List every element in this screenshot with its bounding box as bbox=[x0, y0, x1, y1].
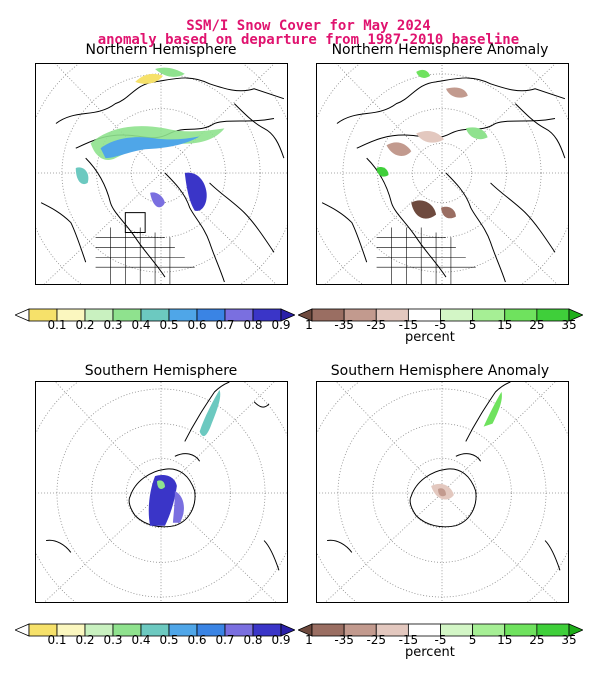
nh-map-graphic bbox=[36, 64, 287, 284]
cover-colorbar-tick-label: 0.3 bbox=[103, 318, 123, 332]
nh-anomaly-graphic bbox=[317, 64, 568, 284]
anomaly-colorbar-max-arrow bbox=[568, 308, 585, 322]
cover-colorbar-tick-label: 0.8 bbox=[243, 318, 263, 332]
nh-anom-coastlines bbox=[321, 77, 566, 283]
cover-colorbar-top bbox=[13, 307, 297, 323]
sh-coastlines bbox=[45, 382, 280, 571]
anomaly-colorbar-tick-label: 25 bbox=[529, 633, 545, 647]
nh-graticule bbox=[36, 64, 287, 284]
sh-graticule bbox=[36, 382, 287, 602]
cover-colorbar-bottom bbox=[13, 622, 297, 638]
figure-title: SSM/I Snow Cover for May 2024 bbox=[0, 4, 600, 34]
nh-anom-title: Northern Hemisphere Anomaly bbox=[331, 42, 549, 58]
anomaly-colorbar-top-svg bbox=[296, 308, 585, 322]
nh-anomaly-patches bbox=[376, 69, 488, 219]
anomaly-colorbar-tick-label: 25 bbox=[529, 318, 545, 332]
cover-colorbar-max-arrow bbox=[280, 623, 297, 637]
anomaly-colorbar-tick-label: 15 bbox=[497, 318, 513, 332]
cover-colorbar-tick-label: 0.4 bbox=[131, 633, 151, 647]
cover-colorbar-tick-label: 0.7 bbox=[215, 318, 235, 332]
nh-anomaly-map bbox=[316, 63, 569, 285]
cover-colorbar-tick-label: 0.2 bbox=[75, 318, 95, 332]
anomaly-colorbar-tick-label: -15 bbox=[398, 633, 419, 647]
anomaly-colorbar-tick-label: -5 bbox=[434, 318, 447, 332]
cover-colorbar-tick-label: 0.5 bbox=[159, 633, 179, 647]
anomaly-colorbar-tick-label: -35 bbox=[334, 633, 354, 647]
nh-borders bbox=[95, 227, 195, 284]
anomaly-colorbar-tick-label: 15 bbox=[497, 633, 513, 647]
anomaly-colorbar-bottom-svg bbox=[296, 623, 585, 637]
sh-snow-cover-map bbox=[35, 381, 288, 603]
anomaly-colorbar-bottom-labels: -35 -25 -15 -5 5 15 25 35 bbox=[298, 633, 583, 649]
sh-anomaly-map bbox=[316, 381, 569, 603]
cover-colorbar-tick-label: 0.8 bbox=[243, 633, 263, 647]
cover-colorbar-tick-label: 1 bbox=[305, 633, 313, 647]
nh-anom-graticule bbox=[317, 64, 568, 284]
cover-colorbar-tick-label: 1 bbox=[305, 318, 313, 332]
nh-anom-borders bbox=[376, 227, 476, 284]
cover-colorbar-tick-label: 0.1 bbox=[47, 633, 67, 647]
nh-snow-bands bbox=[75, 67, 225, 211]
sh-snow-areas bbox=[148, 389, 221, 526]
cover-colorbar-tick-label: 0.6 bbox=[187, 633, 207, 647]
anomaly-colorbar-top bbox=[296, 307, 585, 323]
anomaly-colorbar-tick-label: -15 bbox=[398, 318, 419, 332]
sh-title: Southern Hemisphere bbox=[84, 363, 238, 379]
cover-colorbar-tick-label: 0.2 bbox=[75, 633, 95, 647]
sh-anom-title: Southern Hemisphere Anomaly bbox=[330, 363, 550, 379]
anomaly-colorbar-tick-label: 35 bbox=[561, 318, 577, 332]
anomaly-colorbar-tick-label: 5 bbox=[468, 318, 477, 332]
nh-snow-cover-map bbox=[35, 63, 288, 285]
cover-colorbar-tick-label: 0.1 bbox=[47, 318, 67, 332]
cover-colorbar-bottom-svg bbox=[13, 623, 297, 637]
cover-colorbar-max-arrow bbox=[280, 308, 297, 322]
anomaly-colorbar-tick-label: -5 bbox=[434, 633, 447, 647]
sh-anomaly-graphic bbox=[317, 382, 568, 602]
anomaly-colorbar-tick-label: 35 bbox=[561, 633, 577, 647]
anomaly-colorbar-tick-label: -25 bbox=[366, 318, 387, 332]
sh-anomaly-patches bbox=[431, 391, 502, 500]
anomaly-colorbar-top-labels: -35 -25 -15 -5 5 15 25 35 bbox=[298, 318, 583, 334]
anomaly-unit-top: percent bbox=[405, 330, 455, 345]
cover-colorbar-tick-label: 0.6 bbox=[187, 318, 207, 332]
cover-colorbar-tick-label: 0.7 bbox=[215, 633, 235, 647]
cover-colorbar-top-svg bbox=[13, 308, 297, 322]
anomaly-colorbar-bottom bbox=[296, 622, 585, 638]
cover-colorbar-tick-label: 0.5 bbox=[159, 318, 179, 332]
anomaly-colorbar-tick-label: -35 bbox=[334, 318, 354, 332]
cover-colorbar-tick-label: 0.9 bbox=[271, 633, 291, 647]
nh-title: Northern Hemisphere bbox=[85, 42, 237, 58]
anomaly-colorbar-tick-label: 5 bbox=[468, 633, 477, 647]
title-line-1: SSM/I Snow Cover for May 2024 bbox=[186, 18, 431, 34]
cover-colorbar-tick-label: 0.3 bbox=[103, 633, 123, 647]
title-line-2: anomaly based on departure from 1987-201… bbox=[97, 32, 520, 48]
sh-map-graphic bbox=[36, 382, 287, 602]
anomaly-colorbar-max-arrow bbox=[568, 623, 585, 637]
nh-coastlines bbox=[40, 77, 285, 283]
cover-colorbar-tick-label: 0.9 bbox=[271, 318, 291, 332]
sh-anom-coastlines bbox=[326, 382, 561, 571]
cover-colorbar-bottom-labels: 0.1 0.2 0.3 0.4 0.5 0.6 0.7 0.8 0.9 1 bbox=[15, 633, 312, 649]
cover-colorbar-top-labels: 0.1 0.2 0.3 0.4 0.5 0.6 0.7 0.8 0.9 1 bbox=[15, 318, 312, 334]
anomaly-colorbar-tick-label: -25 bbox=[366, 633, 387, 647]
anomaly-unit-bottom: percent bbox=[405, 645, 455, 660]
cover-colorbar-tick-label: 0.4 bbox=[131, 318, 151, 332]
figure-subtitle: anomaly based on departure from 1987-201… bbox=[0, 18, 600, 48]
